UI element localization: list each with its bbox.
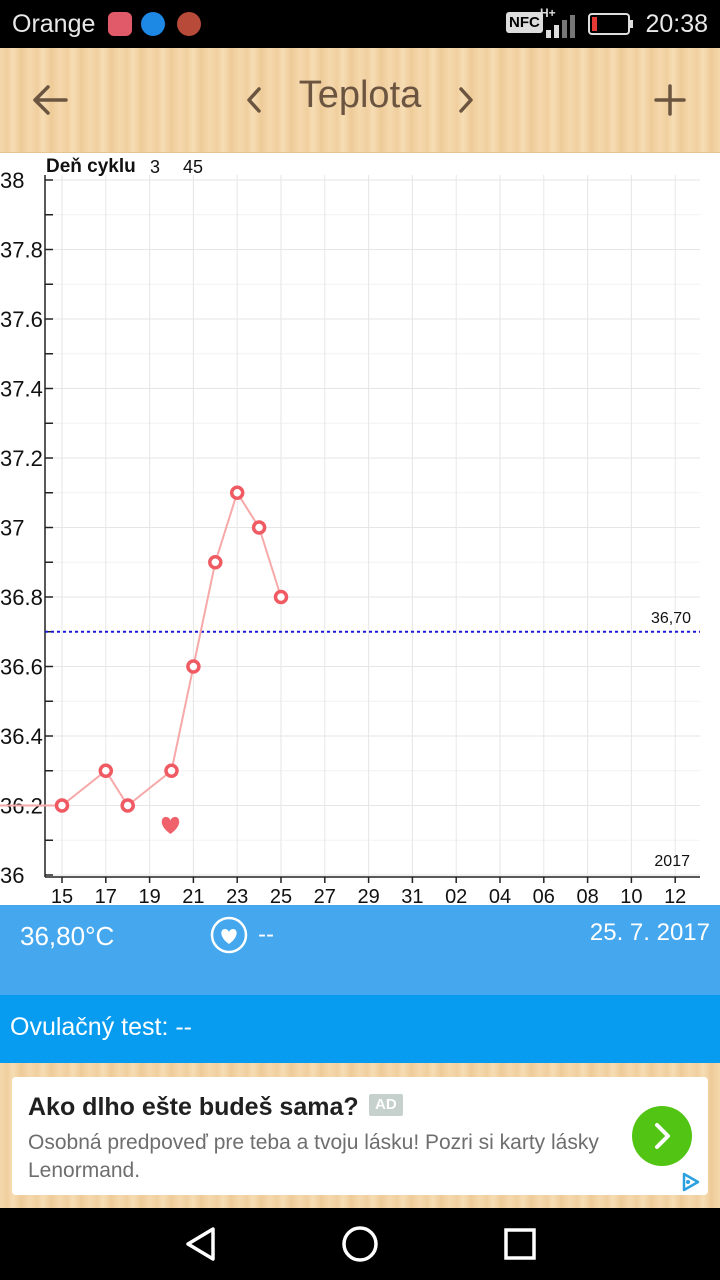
nav-recents-button[interactable] xyxy=(498,1222,542,1266)
ad-badge: AD xyxy=(369,1094,403,1116)
temperature-point-day-23[interactable] xyxy=(229,485,245,500)
x-tick-label: 17 xyxy=(95,886,117,905)
cycle-number-end: 45 xyxy=(183,157,203,177)
heart-icon xyxy=(161,816,180,834)
y-tick-label: 37.2 xyxy=(0,446,43,471)
nav-home-button[interactable] xyxy=(338,1222,382,1266)
back-button[interactable] xyxy=(20,70,80,130)
x-tick-label: 25 xyxy=(270,886,292,905)
y-tick-label: 36.8 xyxy=(0,585,43,610)
temperature-point-day-25[interactable] xyxy=(273,589,289,605)
app-notification-icon xyxy=(108,12,132,36)
selected-date: 25. 7. 2017 xyxy=(589,919,710,946)
temperature-point-day-18[interactable] xyxy=(120,798,135,813)
x-tick-label: 04 xyxy=(489,886,511,905)
x-tick-label: 08 xyxy=(576,886,598,905)
temperature-point-day-20[interactable] xyxy=(164,763,179,778)
temperature-point-day-17[interactable] xyxy=(98,763,114,778)
status-bar: Orange NFC H+ 20:38 xyxy=(0,0,720,48)
nav-back-button[interactable] xyxy=(178,1222,222,1266)
ovulation-test-row[interactable]: Ovulačný test: -- xyxy=(0,995,720,1063)
temperature-point-day-22[interactable] xyxy=(208,555,223,570)
chevron-left-icon xyxy=(247,87,261,113)
y-tick-label: 36.6 xyxy=(0,655,43,680)
x-tick-label: 12 xyxy=(664,886,686,905)
chevron-right-icon xyxy=(655,1123,670,1149)
cycle-number-start: 3 xyxy=(150,157,160,177)
x-tick-label: 02 xyxy=(445,886,467,905)
temperature-series-line xyxy=(0,490,282,807)
page-title: Teplota xyxy=(298,74,422,116)
x-tick-label: 31 xyxy=(401,886,423,905)
temperature-point-day-21[interactable] xyxy=(186,659,201,674)
ad-description[interactable]: Osobná predpoveď pre teba a tvoju lásku!… xyxy=(28,1131,599,1182)
arrow-left-icon xyxy=(33,85,68,115)
temperature-point-day-24[interactable] xyxy=(251,520,267,535)
y-tick-label: 37.4 xyxy=(0,377,43,402)
selected-temperature: 36,80°C xyxy=(20,921,115,951)
y-tick-label: 37.8 xyxy=(0,238,43,263)
messenger-icon xyxy=(141,12,165,36)
nfc-icon: NFC xyxy=(506,12,543,33)
circle-home-icon xyxy=(342,1226,378,1262)
ad-open-button[interactable] xyxy=(632,1106,692,1166)
heart-circle-icon xyxy=(210,916,248,954)
add-button[interactable] xyxy=(640,70,700,130)
y-tick-label: 36.4 xyxy=(0,724,43,749)
intercourse-value: -- xyxy=(258,921,274,948)
clock: 20:38 xyxy=(645,10,708,38)
ovulation-test-label: Ovulačný test: -- xyxy=(10,1013,192,1041)
network-type-label: H+ xyxy=(540,6,556,20)
ad-card[interactable]: Ako dlho ešte budeš sama? AD Osobná pred… xyxy=(12,1077,708,1195)
x-tick-label: 19 xyxy=(138,886,160,905)
next-button[interactable] xyxy=(436,70,496,130)
temperature-chart-area[interactable]: 38 37.8 37.6 37.4 37.2 37 36.8 36.6 36.4 36.2 36 1… xyxy=(0,153,720,908)
x-tick-label: 23 xyxy=(226,886,248,905)
x-tick-label: 29 xyxy=(357,886,379,905)
chevron-right-icon xyxy=(459,87,473,113)
y-tick-label: 36 xyxy=(0,863,24,888)
x-tick-label: 10 xyxy=(620,886,642,905)
ad-banner-area: Ako dlho ešte budeš sama? AD Osobná pred… xyxy=(0,1063,720,1208)
system-navigation-bar xyxy=(0,1208,720,1280)
x-tick-label: 27 xyxy=(314,886,336,905)
triangle-back-icon xyxy=(186,1227,215,1261)
ad-title[interactable]: Ako dlho ešte budeš sama? xyxy=(28,1093,359,1121)
y-tick-label: 37.6 xyxy=(0,307,43,332)
previous-button[interactable] xyxy=(224,70,284,130)
carrier-name: Orange xyxy=(12,10,96,38)
x-tick-label: 06 xyxy=(533,886,555,905)
square-recents-icon xyxy=(504,1228,536,1260)
plus-icon xyxy=(654,84,686,116)
temperature-point-day-15[interactable] xyxy=(54,798,70,813)
coverline-label: 36,70 xyxy=(651,610,691,627)
year-label: 2017 xyxy=(654,853,690,870)
x-tick-label: 15 xyxy=(51,886,73,905)
y-tick-label: 38 xyxy=(0,168,24,193)
adchoices-icon[interactable] xyxy=(680,1171,702,1193)
intercourse-toggle[interactable] xyxy=(210,916,248,954)
signal-icon xyxy=(546,15,575,38)
battery-icon xyxy=(588,13,633,35)
y-tick-label: 37 xyxy=(0,516,24,541)
x-tick-label: 21 xyxy=(182,886,204,905)
info-panel[interactable]: 36,80°C -- 25. 7. 2017 xyxy=(0,905,720,995)
toolbar: Teplota xyxy=(0,48,720,154)
cycle-day-label: Deň cyklu xyxy=(46,156,136,177)
game-notification-icon xyxy=(177,12,201,36)
